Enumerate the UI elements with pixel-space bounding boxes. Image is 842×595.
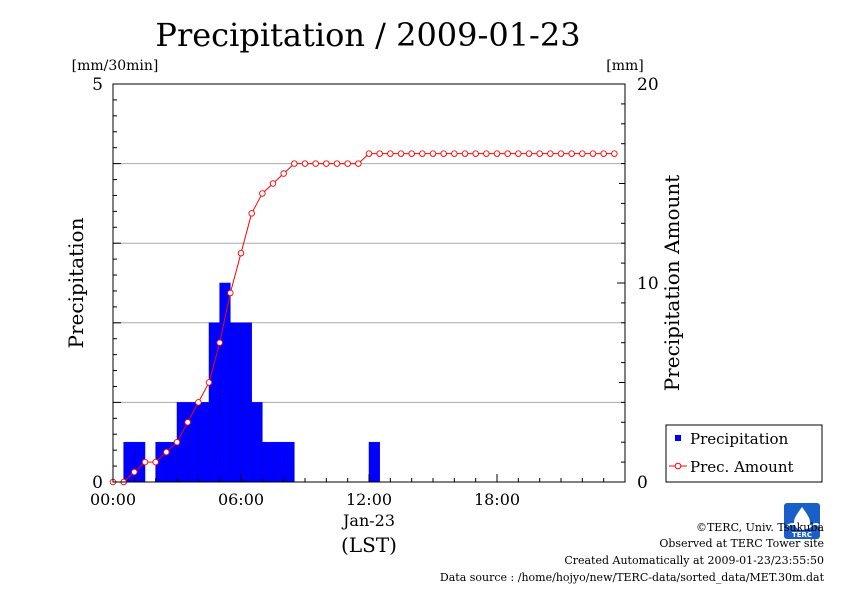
footer-created: Created Automatically at 2009-01-23/23:5… xyxy=(564,554,824,567)
precipitation-bar xyxy=(240,322,252,483)
right-axis-tick-label: 10 xyxy=(637,274,659,294)
amount-point xyxy=(397,150,405,157)
amount-point xyxy=(525,150,533,157)
right-axis-label: Precipitation Amount xyxy=(660,175,684,392)
footer-copyright: ©TERC, Univ. Tsukuba xyxy=(695,521,824,534)
precipitation-bar xyxy=(272,441,284,483)
x-axis-timezone-label: (LST) xyxy=(341,533,397,557)
amount-point xyxy=(291,160,298,167)
amount-point xyxy=(387,150,394,157)
precipitation-bar xyxy=(198,402,210,483)
x-tick-label: 06:00 xyxy=(218,490,264,509)
terc-logo: TERC xyxy=(784,503,820,539)
x-axis-date-label: Jan-23 xyxy=(341,511,395,530)
precipitation-bar xyxy=(187,402,199,483)
amount-point xyxy=(472,150,479,157)
footer-source: Data source : /home/hojyo/new/TERC-data/… xyxy=(439,571,824,584)
footer-observed: Observed at TERC Tower site xyxy=(659,537,824,550)
precipitation-bar xyxy=(123,441,135,483)
amount-point xyxy=(237,249,245,257)
amount-point xyxy=(344,160,351,167)
amount-point xyxy=(419,150,426,157)
amount-point xyxy=(504,150,511,157)
amount-point xyxy=(259,190,266,197)
precipitation-bar xyxy=(368,441,380,483)
amount-point xyxy=(589,150,597,157)
amount-point xyxy=(579,150,586,157)
amount-point xyxy=(205,379,213,386)
amount-point xyxy=(461,150,469,157)
amount-point xyxy=(173,438,181,446)
precipitation-bar xyxy=(251,402,263,483)
legend: Precipitation Prec. Amount xyxy=(665,424,823,483)
amount-point xyxy=(301,160,309,167)
legend-precipitation-label: Precipitation xyxy=(690,430,789,448)
amount-point xyxy=(600,150,607,157)
amount-point xyxy=(547,150,554,157)
amount-point xyxy=(611,150,618,157)
chart-title: Precipitation / 2009-01-23 xyxy=(155,16,580,54)
logo-wave xyxy=(786,523,820,529)
axis-ticks: 00:00 06:00 12:00 18:00 0 5 0 10 20 xyxy=(90,75,659,509)
amount-point xyxy=(248,210,255,217)
amount-point xyxy=(483,150,490,157)
precipitation-bar xyxy=(283,441,295,483)
amount-point xyxy=(376,150,383,157)
x-tick-label: 12:00 xyxy=(346,490,392,509)
amount-point xyxy=(312,160,319,167)
amount-point xyxy=(152,458,159,466)
amount-point xyxy=(195,399,202,406)
precipitation-bars xyxy=(123,282,380,483)
amount-point xyxy=(269,180,277,187)
amount-point xyxy=(557,150,565,157)
amount-point xyxy=(429,150,437,157)
x-tick-label: 18:00 xyxy=(474,490,520,509)
x-tick-label: 00:00 xyxy=(90,490,136,509)
amount-point xyxy=(451,150,458,157)
amount-point xyxy=(408,150,415,157)
amount-point xyxy=(184,419,191,426)
amount-line xyxy=(109,150,618,486)
precipitation-bar xyxy=(166,441,178,483)
precipitation-bar xyxy=(219,282,231,483)
amount-point xyxy=(333,160,341,167)
legend-precipitation-swatch xyxy=(675,435,681,441)
logo-text: TERC xyxy=(792,531,812,539)
amount-point xyxy=(440,150,447,157)
left-axis-tick-label: 0 xyxy=(92,473,103,493)
amount-point xyxy=(141,458,149,466)
amount-point xyxy=(323,160,330,167)
amount-point xyxy=(493,150,501,157)
amount-point xyxy=(536,150,543,157)
amount-point xyxy=(216,339,223,346)
logo-drop xyxy=(794,507,810,530)
left-axis-label: Precipitation xyxy=(64,217,88,348)
right-axis-tick-label: 20 xyxy=(637,75,659,95)
precipitation-bar xyxy=(208,322,220,483)
precipitation-bar xyxy=(262,441,274,483)
legend-amount-label: Prec. Amount xyxy=(690,458,794,476)
amount-point xyxy=(280,170,287,177)
right-axis-unit: [mm] xyxy=(606,58,643,74)
legend-box xyxy=(665,424,823,483)
amount-point xyxy=(227,289,234,297)
grid-lines xyxy=(113,163,625,403)
amount-point xyxy=(131,468,138,476)
amount-point xyxy=(365,150,373,157)
amount-point xyxy=(163,448,170,456)
amount-point xyxy=(355,160,362,167)
amount-point xyxy=(515,150,522,157)
left-axis-tick-label: 5 xyxy=(92,75,103,95)
amount-point xyxy=(568,150,575,157)
precipitation-bar xyxy=(230,322,242,483)
right-axis-tick-label: 0 xyxy=(637,473,648,493)
legend-amount-marker xyxy=(674,462,682,470)
left-axis-unit: [mm/30min] xyxy=(72,58,159,74)
